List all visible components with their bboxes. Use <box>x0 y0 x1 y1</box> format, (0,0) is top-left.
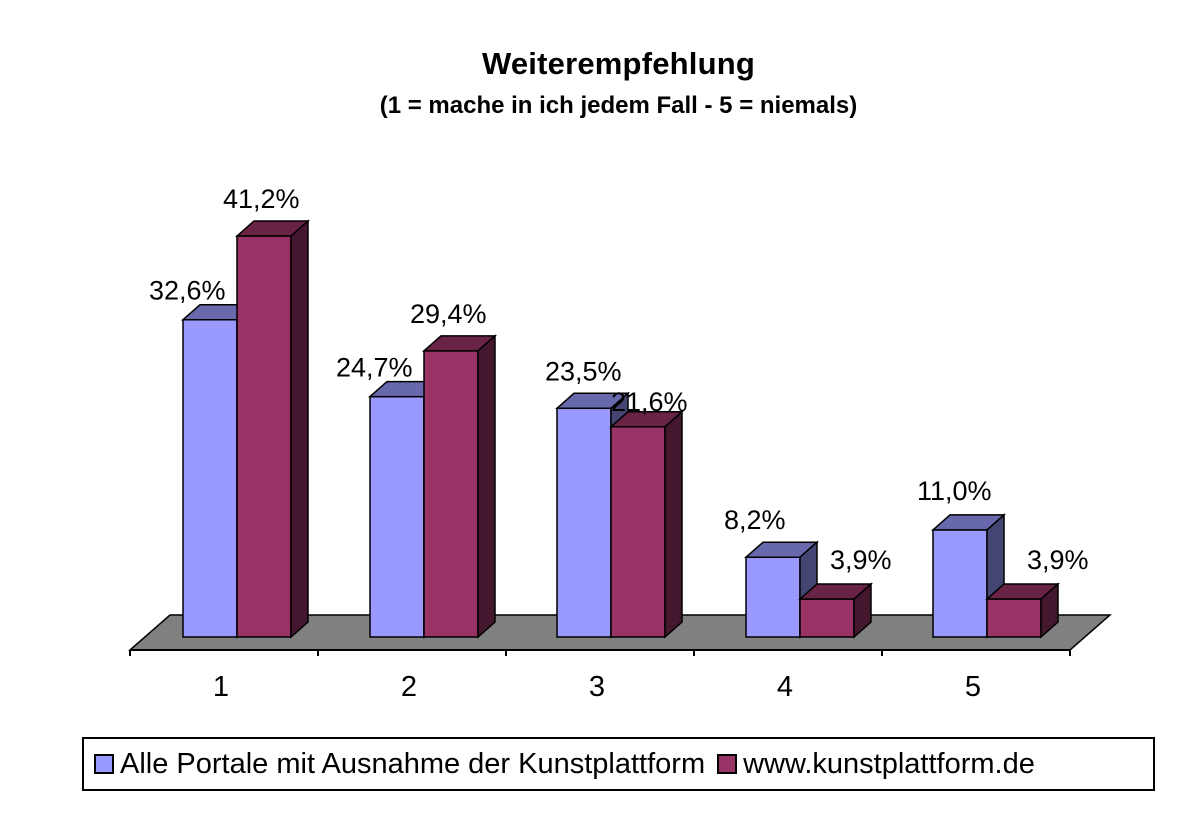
data-label: 29,4% <box>410 299 487 329</box>
legend-swatch-series-1 <box>94 754 114 774</box>
x-axis-label: 3 <box>589 671 605 703</box>
data-label: 3,9% <box>1027 545 1089 575</box>
x-axis-label: 4 <box>777 671 793 703</box>
legend-label-series-2: www.kunstplattform.de <box>743 747 1035 780</box>
chart-legend: Alle Portale mit Ausnahme der Kunstplatt… <box>82 737 1155 791</box>
chart-subtitle: (1 = mache in ich jedem Fall - 5 = niema… <box>379 92 858 119</box>
data-label: 23,5% <box>545 356 622 386</box>
data-label: 41,2% <box>223 184 300 214</box>
data-label: 32,6% <box>149 276 226 306</box>
legend-swatch-series-2 <box>717 754 738 774</box>
x-axis-label: 5 <box>965 671 981 703</box>
x-axis-label: 1 <box>213 671 229 703</box>
x-axis-label: 2 <box>401 671 417 703</box>
data-label: 8,2% <box>724 505 786 535</box>
data-label: 24,7% <box>336 353 413 383</box>
bar-series-2-cat-1 <box>235 219 310 639</box>
bar-series-2-cat-2 <box>422 334 497 639</box>
legend-item-series-2: www.kunstplattform.de <box>717 748 1035 781</box>
legend-item-series-1: Alle Portale mit Ausnahme der Kunstplatt… <box>94 748 705 781</box>
legend-label-series-1: Alle Portale mit Ausnahme der Kunstplatt… <box>120 747 706 780</box>
data-label: 11,0% <box>917 476 992 506</box>
bar-series-2-cat-4 <box>798 582 873 639</box>
chart-title: Weiterempfehlung <box>481 46 756 81</box>
bar-series-2-cat-5 <box>985 582 1060 639</box>
data-label: 3,9% <box>830 545 892 575</box>
bar-series-2-cat-3 <box>609 410 684 639</box>
data-label: 21,6% <box>611 387 688 417</box>
